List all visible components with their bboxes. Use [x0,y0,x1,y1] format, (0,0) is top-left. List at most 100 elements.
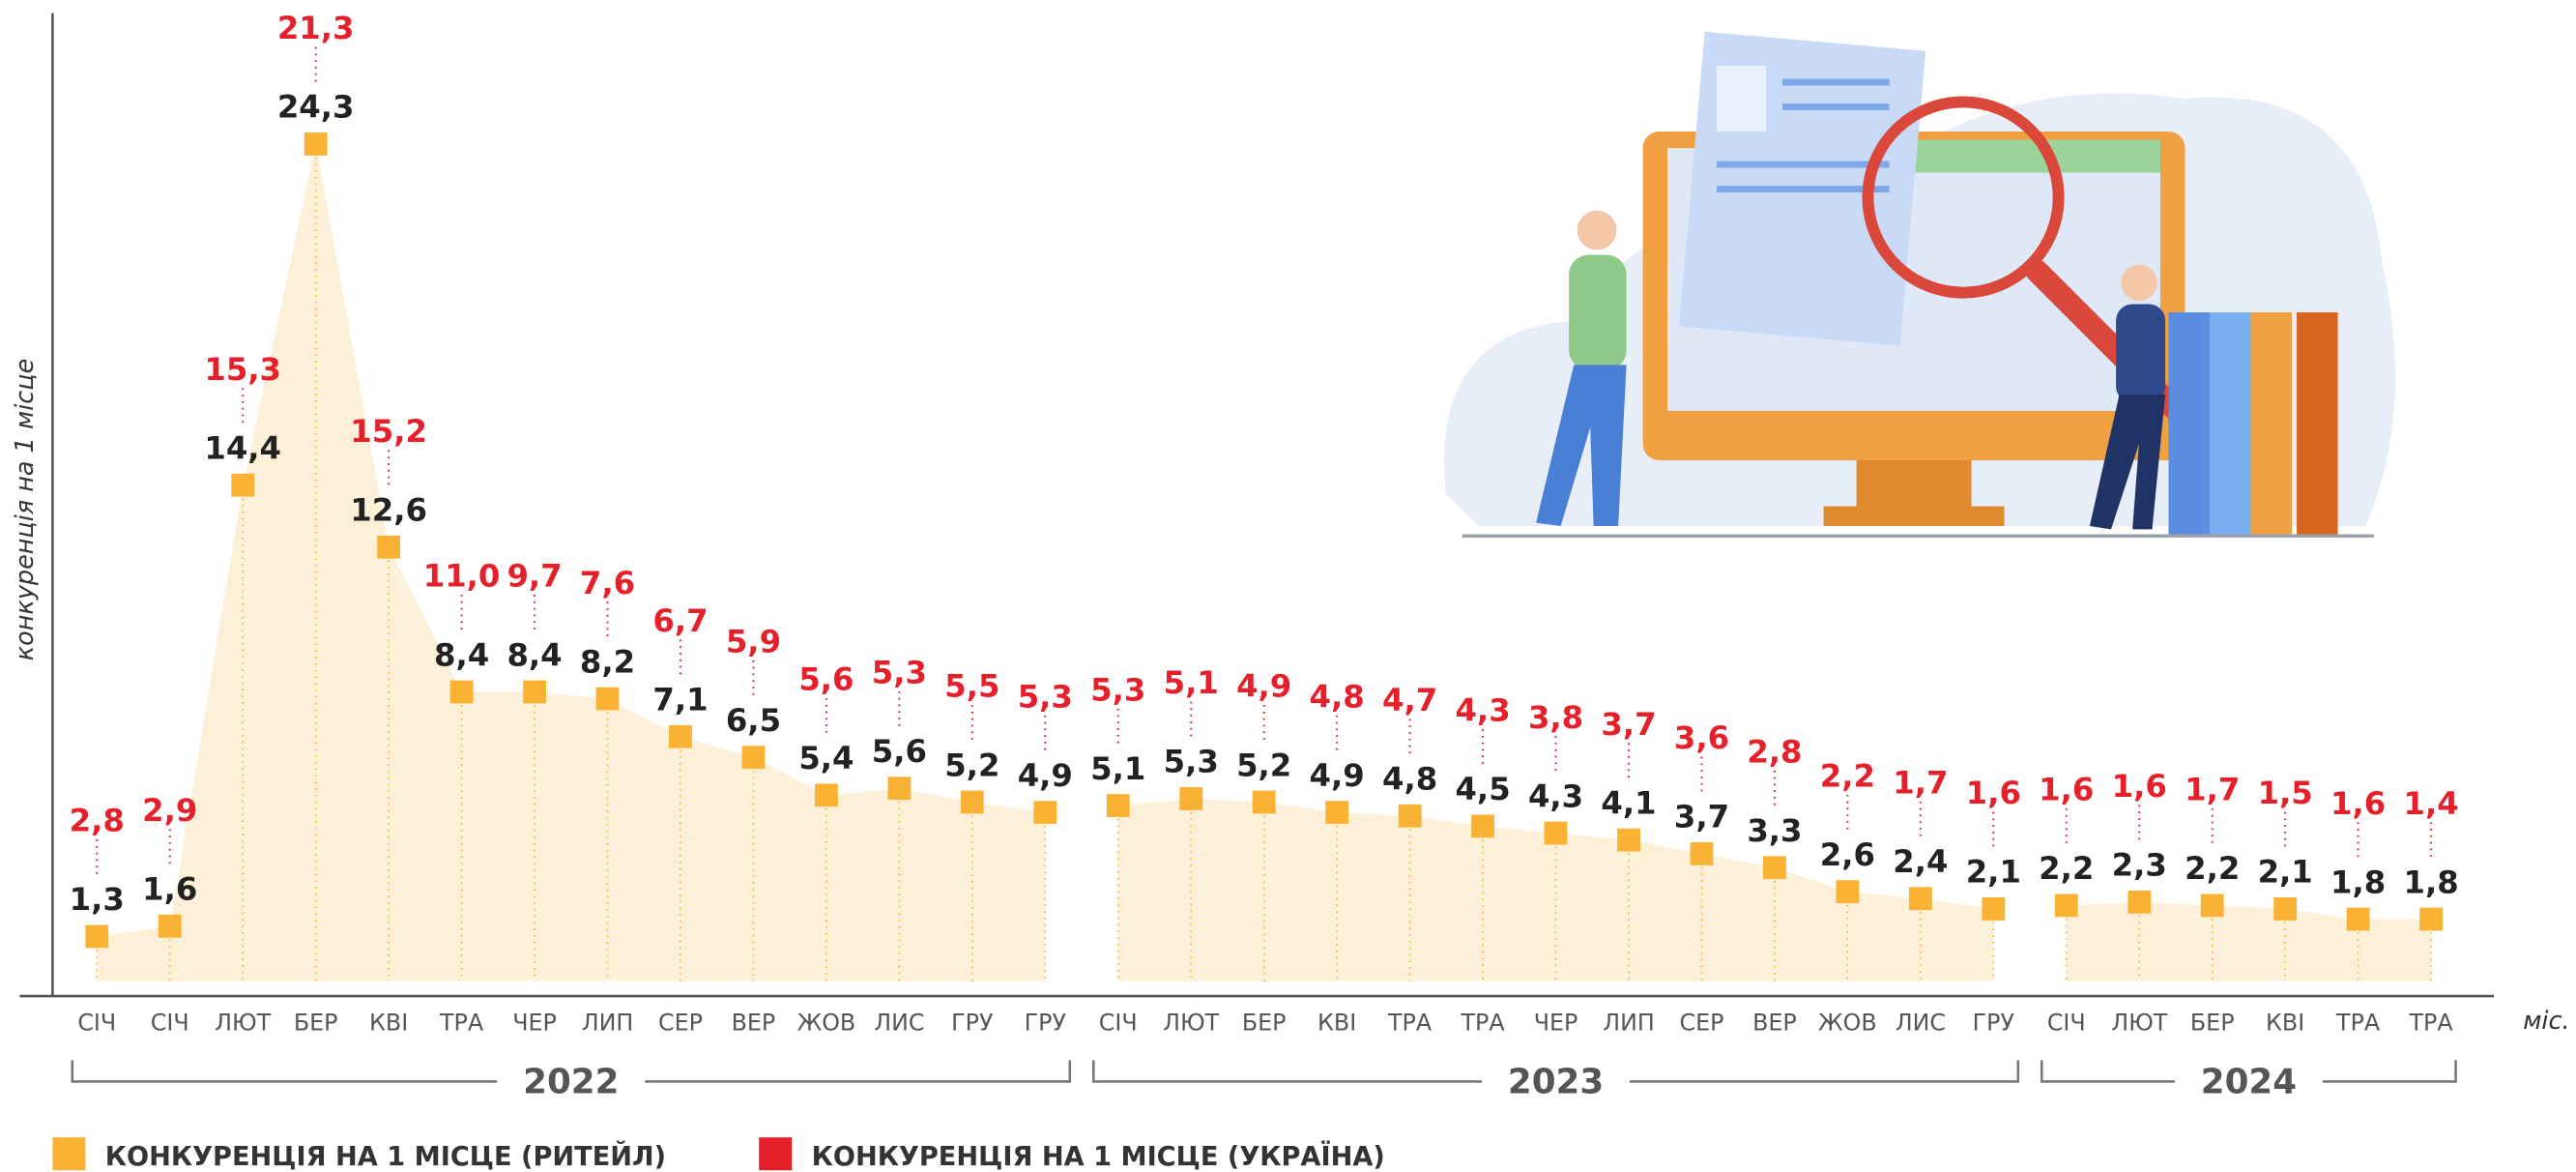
point [887,776,911,800]
point [231,474,254,497]
x-tick-label: ТРА [1387,1010,1433,1037]
point [2055,894,2078,917]
value-label-ukraine: 5,3 [872,654,927,690]
value-label-ukraine: 6,7 [652,602,708,639]
value-label: 8,4 [434,636,489,673]
value-label: 3,7 [1674,799,1729,835]
point [742,746,766,769]
value-label-ukraine: 5,5 [944,668,999,705]
value-label: 5,1 [1090,750,1145,787]
value-label: 4,3 [1528,777,1583,814]
x-tick-label: ЛИП [1603,1010,1655,1037]
value-label: 12,6 [350,492,427,529]
value-label-ukraine: 5,6 [798,661,854,698]
x-tick-label: ВЕР [1752,1010,1797,1037]
value-label: 2,6 [1820,836,1875,873]
x-tick-label: ЛИС [1896,1010,1946,1037]
point [1617,829,1640,852]
point [1763,856,1786,879]
point [2419,908,2443,931]
value-label-ukraine: 5,3 [1090,671,1145,708]
point [2201,894,2224,917]
point [2273,897,2297,921]
value-label-ukraine: 5,9 [726,623,781,659]
point [815,783,838,806]
point [669,725,692,748]
x-tick-label: ЧЕР [1534,1010,1578,1037]
value-label-ukraine: 3,7 [1601,706,1656,743]
x-tick-label: ЛИП [582,1010,634,1037]
point [1909,887,1932,910]
value-label-ukraine: 9,7 [507,558,562,595]
x-tick-label: ТРА [439,1010,484,1037]
x-tick-label: СІЧ [2047,1010,2086,1037]
x-tick-label: ЛЮТ [215,1010,272,1037]
x-tick-label: ЛИС [874,1010,924,1037]
x-tick-label: ГРУ [1025,1010,1067,1037]
value-label-ukraine: 7,6 [580,565,635,601]
value-label: 4,9 [1018,757,1073,794]
value-label: 2,2 [2039,850,2094,887]
x-tick-label: БЕР [1242,1010,1287,1037]
value-label: 2,4 [1893,843,1948,880]
value-label-ukraine: 1,6 [2039,772,2094,808]
point [1253,791,1276,814]
value-label: 8,2 [580,643,635,680]
area [97,144,1045,982]
value-label: 4,5 [1455,771,1510,807]
value-label-ukraine: 21,3 [277,10,355,46]
value-label: 5,2 [944,747,999,783]
x-tick-label: ЧЕР [512,1010,557,1037]
legend-label: КОНКУРЕНЦІЯ НА 1 МІСЦЕ (УКРАЇНА) [812,1141,1385,1172]
point [961,791,984,814]
value-label: 4,9 [1310,757,1365,794]
x-tick-label: ТРА [2335,1010,2381,1037]
x-tick-label: БЕР [2190,1010,2235,1037]
value-label-ukraine: 1,6 [2330,785,2386,822]
value-label-ukraine: 1,6 [2112,768,2167,805]
value-label-ukraine: 4,7 [1382,682,1437,718]
point [450,681,474,704]
point [1471,815,1494,838]
point [1033,801,1056,824]
x-tick-label: ВЕР [732,1010,776,1037]
value-label: 1,6 [142,871,197,908]
x-tick-label: ЖОВ [1818,1010,1877,1037]
value-label: 5,3 [1164,744,1219,780]
x-tick-label: ЖОВ [797,1010,856,1037]
value-label-ukraine: 2,2 [1820,757,1875,794]
value-label-ukraine: 3,8 [1528,699,1583,736]
value-label: 4,1 [1601,784,1656,821]
value-label: 6,5 [726,702,781,739]
value-label-ukraine: 4,9 [1236,668,1291,705]
value-label-ukraine: 11,0 [423,558,501,595]
value-label: 4,8 [1382,761,1437,798]
y-axis-label: конкуренція на 1 місце [11,359,40,661]
value-label: 2,1 [2258,854,2313,891]
value-label: 1,8 [2330,864,2386,900]
value-label-ukraine: 2,8 [1747,733,1802,770]
value-label-ukraine: 4,8 [1310,678,1365,715]
point [1179,787,1202,810]
x-tick-label: ТРА [2409,1010,2454,1037]
x-tick-label: СЕР [1679,1010,1723,1037]
legend-swatch [52,1137,85,1170]
area [2067,902,2431,982]
value-label-ukraine: 5,1 [1164,664,1219,701]
point [1545,822,1568,845]
x-axis-label: міс. [2523,1007,2569,1036]
point [1325,801,1348,824]
value-label: 1,8 [2404,864,2459,900]
point [523,681,546,704]
point [1836,880,1859,903]
value-label-ukraine: 15,3 [204,351,281,388]
value-label-ukraine: 5,3 [1018,678,1073,715]
value-label-ukraine: 15,2 [350,413,427,450]
value-label: 7,1 [652,682,708,718]
chart: конкуренція на 1 місце міс. 20221,32,8СІ… [0,0,2576,1172]
value-label: 2,3 [2112,847,2167,884]
point [1399,805,1422,828]
x-tick-label: СІЧ [77,1010,116,1037]
x-tick-label: КВІ [369,1010,408,1037]
value-label-ukraine: 1,5 [2258,775,2313,811]
